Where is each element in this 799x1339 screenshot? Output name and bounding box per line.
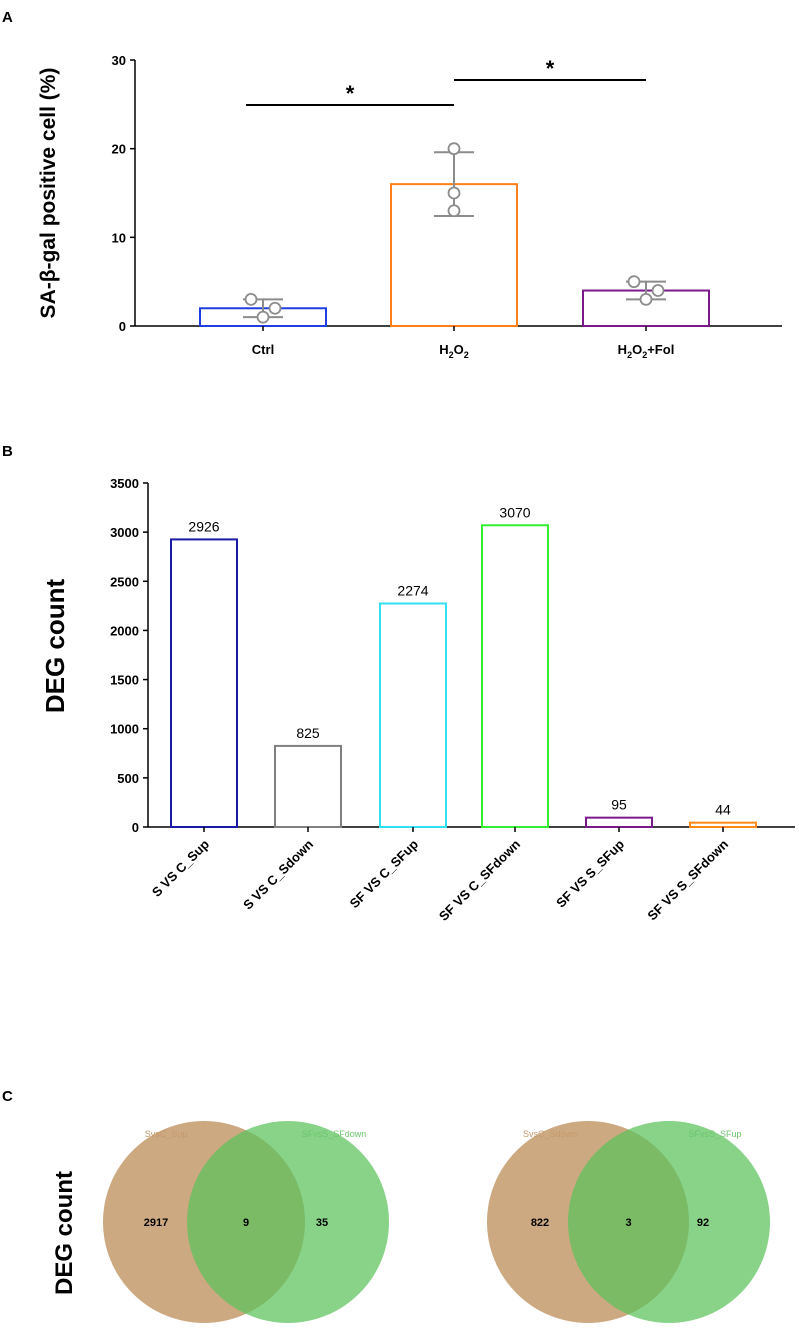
data-label: 3070 <box>499 504 530 520</box>
data-label: 2274 <box>397 582 428 598</box>
y-tick-label: 3000 <box>110 525 139 540</box>
venn-set-label: SvsC_Sdown <box>523 1129 577 1139</box>
y-tick-label: 3500 <box>110 476 139 491</box>
data-label: 2926 <box>188 518 219 534</box>
x-category-label: H2O2 <box>439 342 469 360</box>
venn-set-label: SFvsS_SFup <box>688 1129 741 1139</box>
venn-circle-right <box>568 1121 770 1323</box>
venn-set-label: SFvsS_SFdown <box>302 1129 367 1139</box>
y-tick-label: 2500 <box>110 574 139 589</box>
x-category-label: S VS C_Sdown <box>240 836 316 912</box>
y-tick-label: 20 <box>112 142 126 157</box>
x-category-label: S VS C_Sup <box>149 836 212 899</box>
venn-set-label: SvsC_Sup <box>145 1129 188 1139</box>
y-axis-title: DEG count <box>40 579 70 714</box>
panel-b-chart: 0 500 1000 1500 2000 2500 3000 3500 DEG count 292… <box>40 476 795 924</box>
x-category-label: SF VS C_SFup <box>347 836 421 910</box>
bar <box>170 538 238 829</box>
data-label: 44 <box>715 802 731 818</box>
significance-marker: * <box>546 56 555 81</box>
panel-letter-c: C <box>2 1088 13 1105</box>
y-axis-title: DEG count <box>51 1171 78 1295</box>
venn-count-overlap: 3 <box>625 1217 631 1229</box>
data-point <box>639 292 653 306</box>
data-point <box>627 275 641 289</box>
y-tick-label: 30 <box>112 53 126 68</box>
x-category-label: Ctrl <box>252 342 274 357</box>
bar <box>585 816 653 828</box>
bar <box>481 524 549 829</box>
venn-circle-right <box>187 1121 389 1323</box>
data-label: 95 <box>611 797 627 813</box>
x-category-label: SF VS S_SFup <box>553 836 627 910</box>
venn-count-overlap: 9 <box>243 1217 249 1229</box>
data-point <box>268 301 282 315</box>
bar <box>689 821 757 828</box>
panel-a-chart: 0 10 20 30 SA-β-gal positive cell (%) Ctrl H2O… <box>37 53 782 360</box>
bar <box>379 602 447 828</box>
data-label: 825 <box>296 725 320 741</box>
y-tick-label: 0 <box>132 820 139 835</box>
venn-count-right: 92 <box>697 1217 709 1229</box>
bar <box>274 744 342 829</box>
venn-count-right: 35 <box>316 1217 328 1229</box>
y-axis-title: SA-β-gal positive cell (%) <box>37 68 60 319</box>
y-tick-label: 10 <box>112 230 126 245</box>
panel-c-venn: DEG count SvsC_Sup SFvsS_SFdown 2917 9 35 SvsC… <box>51 1121 770 1323</box>
data-point <box>651 284 665 297</box>
panel-letter-b: B <box>2 443 13 460</box>
x-category-label: SF VS S_SFdown <box>644 836 731 923</box>
data-point <box>244 292 258 306</box>
y-tick-label: 1000 <box>110 722 139 737</box>
data-point <box>447 142 461 156</box>
data-point <box>447 204 461 218</box>
y-tick-label: 0 <box>119 319 126 334</box>
data-point <box>447 186 461 200</box>
y-tick-label: 2000 <box>110 623 139 638</box>
panel-letter-a: A <box>2 9 13 26</box>
venn-count-left: 822 <box>531 1217 549 1229</box>
significance-marker: * <box>346 81 355 106</box>
y-tick-label: 1500 <box>110 673 139 688</box>
data-point <box>256 310 270 324</box>
venn-count-left: 2917 <box>144 1217 168 1229</box>
y-tick-label: 500 <box>117 771 139 786</box>
x-category-label: H2O2+Fol <box>618 342 675 360</box>
x-category-label: SF VS C_SFdown <box>436 836 523 923</box>
